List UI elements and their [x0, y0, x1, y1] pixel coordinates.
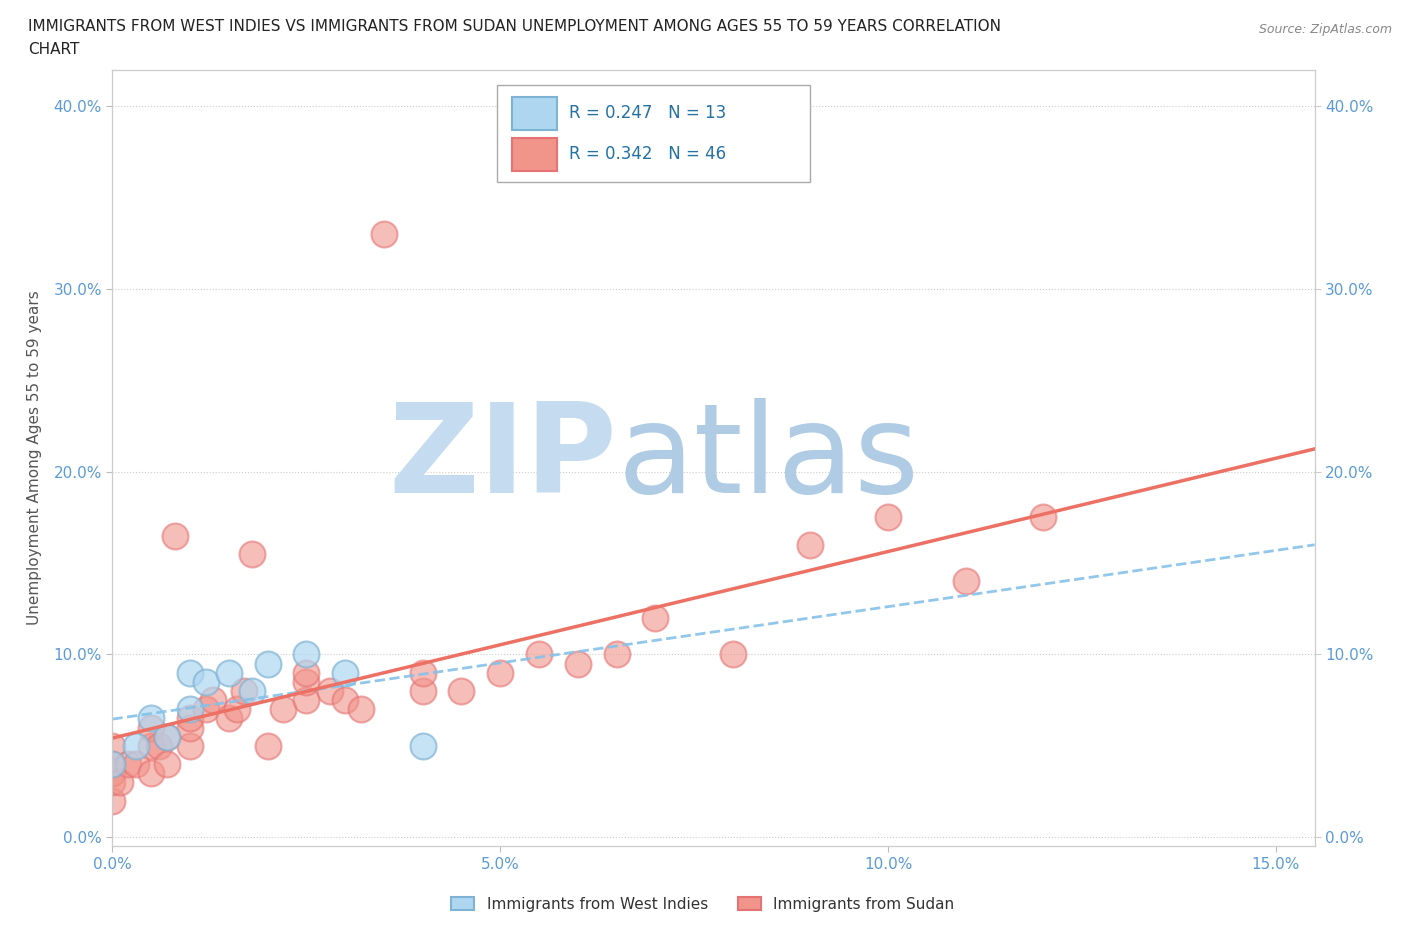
Point [141, 765, 163, 780]
Point [125, 757, 148, 772]
Point [271, 702, 294, 717]
FancyBboxPatch shape [512, 138, 557, 171]
Point [110, 775, 132, 790]
Point [156, 729, 179, 744]
Point [194, 702, 217, 717]
Point [450, 684, 472, 698]
Point [141, 711, 163, 725]
Point [318, 684, 340, 698]
FancyBboxPatch shape [512, 97, 557, 129]
Point [256, 738, 278, 753]
Point [156, 757, 179, 772]
Point [202, 693, 225, 708]
Point [489, 665, 512, 680]
Point [412, 738, 434, 753]
Point [101, 757, 124, 772]
Point [295, 647, 318, 662]
Point [412, 684, 434, 698]
Point [125, 738, 148, 753]
Point [117, 757, 139, 772]
Text: ZIP: ZIP [388, 397, 617, 519]
Point [141, 720, 163, 735]
Point [412, 665, 434, 680]
Point [955, 574, 977, 589]
Point [101, 765, 124, 780]
Y-axis label: Unemployment Among Ages 55 to 59 years: Unemployment Among Ages 55 to 59 years [28, 291, 42, 625]
Point [1032, 510, 1054, 525]
Legend: Immigrants from West Indies, Immigrants from Sudan: Immigrants from West Indies, Immigrants … [446, 890, 960, 918]
Point [225, 702, 247, 717]
Point [141, 738, 163, 753]
Point [101, 738, 124, 753]
Point [179, 702, 201, 717]
Point [179, 738, 201, 753]
Text: R = 0.247   N = 13: R = 0.247 N = 13 [569, 104, 727, 122]
Point [240, 547, 263, 562]
Point [179, 665, 201, 680]
Point [101, 793, 124, 808]
Point [721, 647, 744, 662]
Point [527, 647, 550, 662]
Point [373, 227, 395, 242]
Text: IMMIGRANTS FROM WEST INDIES VS IMMIGRANTS FROM SUDAN UNEMPLOYMENT AMONG AGES 55 : IMMIGRANTS FROM WEST INDIES VS IMMIGRANT… [28, 19, 1001, 33]
Point [194, 674, 217, 689]
Point [218, 711, 240, 725]
Point [799, 538, 821, 552]
Point [295, 674, 318, 689]
Point [644, 610, 666, 625]
Point [179, 711, 201, 725]
Point [101, 775, 124, 790]
Point [350, 702, 373, 717]
Text: atlas: atlas [617, 397, 920, 519]
Text: CHART: CHART [28, 42, 80, 57]
Point [148, 738, 170, 753]
Point [333, 665, 356, 680]
Point [179, 720, 201, 735]
Point [877, 510, 900, 525]
Point [240, 684, 263, 698]
Point [295, 693, 318, 708]
Point [295, 665, 318, 680]
Text: R = 0.342   N = 46: R = 0.342 N = 46 [569, 145, 727, 164]
Point [101, 757, 124, 772]
Point [163, 528, 186, 543]
Text: Source: ZipAtlas.com: Source: ZipAtlas.com [1258, 23, 1392, 36]
Point [256, 657, 278, 671]
Point [233, 684, 256, 698]
Point [606, 647, 628, 662]
Point [156, 729, 179, 744]
Point [567, 657, 589, 671]
Point [218, 665, 240, 680]
FancyBboxPatch shape [498, 86, 810, 182]
Point [333, 693, 356, 708]
